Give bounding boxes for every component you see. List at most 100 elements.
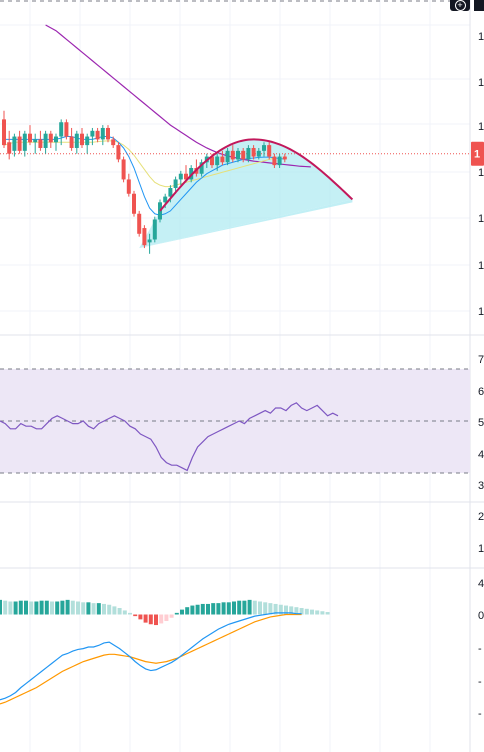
macd-histogram-bar	[91, 603, 96, 615]
candle-body	[100, 127, 105, 140]
macd-histogram-bar	[65, 599, 70, 615]
candle-body	[147, 239, 152, 243]
price-tick-label: 1	[478, 167, 484, 179]
candle-body	[241, 150, 246, 160]
ma-long-line	[45, 24, 311, 168]
macd-histogram-bar	[76, 601, 80, 615]
candle-body	[80, 133, 84, 146]
macd-histogram-bar	[164, 614, 169, 621]
macd-histogram-bar	[252, 600, 257, 615]
price-tick-label: 1	[478, 31, 484, 43]
macd-histogram-bar	[159, 614, 164, 624]
macd-histogram-bar	[96, 603, 101, 615]
macd-histogram-bar	[81, 602, 86, 615]
price-tick-label: 1	[478, 77, 484, 89]
candle-body	[267, 145, 272, 157]
macd-histogram-bar	[242, 600, 247, 615]
macd-histogram-bar	[195, 604, 200, 615]
plus-circle-icon: +	[454, 0, 466, 11]
macd-histogram-bar	[70, 600, 75, 615]
macd-histogram-bar	[268, 603, 273, 615]
candle-body	[17, 136, 22, 151]
macd-histogram-bar	[148, 614, 153, 625]
macd-histogram-bar	[278, 604, 283, 615]
macd-histogram-bar	[247, 599, 252, 615]
candle-body	[215, 156, 220, 166]
candle-body	[33, 139, 38, 143]
macd-histogram-bar	[128, 612, 132, 615]
macd-histogram-bar	[169, 614, 174, 618]
macd-line	[0, 612, 302, 701]
macd-histogram-bar	[3, 600, 8, 615]
price-tick-label: 1	[478, 260, 484, 272]
axis-tick-label: 1	[478, 543, 484, 555]
macd-histogram-bar	[284, 605, 288, 615]
rsi-line	[0, 402, 339, 472]
candle-body	[2, 119, 6, 146]
zoom-button[interactable]: +	[450, 0, 470, 11]
macd-histogram-bar	[117, 608, 122, 615]
candle-body	[22, 133, 27, 151]
rsi-tick-label: 7	[478, 354, 484, 366]
candle-body	[178, 173, 183, 180]
rsi-pane	[0, 368, 470, 474]
candle-body	[111, 139, 116, 146]
candle-body	[90, 130, 95, 137]
rsi-tick-label: 6	[478, 386, 484, 398]
macd-histogram-bar	[112, 606, 117, 615]
candle-body	[95, 130, 100, 140]
candle-body	[163, 196, 168, 203]
macd-histogram-bar	[185, 607, 190, 615]
macd-tick-label: -	[478, 676, 482, 688]
macd-tick-label: 0	[478, 610, 484, 622]
macd-histogram-bar	[320, 611, 325, 615]
candle-body	[210, 156, 214, 166]
candle-body	[64, 122, 69, 137]
macd-histogram-bar	[289, 606, 294, 615]
macd-histogram-bar	[107, 604, 112, 615]
candle-body	[137, 213, 142, 234]
macd-histogram-bar	[143, 614, 148, 623]
price-axis[interactable]: 1 1 1 1 1 1 1 7 6 5 4 3 2 1 4 0 - - - 1	[471, 31, 484, 720]
macd-histogram-bar	[190, 605, 195, 615]
macd-histogram-bar	[18, 600, 23, 615]
candle-body	[152, 219, 157, 240]
macd-histogram-bar	[304, 608, 309, 615]
macd-histogram-bar	[315, 610, 320, 615]
macd-histogram-bar	[8, 601, 13, 615]
macd-histogram-bar	[299, 608, 304, 615]
candle-body	[106, 127, 110, 140]
candle-body	[236, 150, 240, 160]
macd-histogram-bar	[294, 607, 299, 615]
candle-body	[54, 136, 58, 143]
macd-histogram-bar	[133, 614, 138, 617]
candle-body	[256, 150, 261, 157]
candle-body	[225, 150, 230, 163]
arc-pattern	[159, 138, 354, 212]
macd-histogram-bar	[138, 614, 143, 620]
macd-histogram-bar	[232, 601, 236, 615]
menu-button[interactable]	[474, 0, 484, 11]
rsi-tick-label: 4	[478, 449, 484, 461]
candle-body	[74, 133, 79, 148]
macd-tick-label: -	[478, 643, 482, 655]
macd-histogram-bar	[273, 603, 278, 615]
macd-histogram-bar	[211, 603, 216, 615]
candle-body	[262, 145, 266, 151]
price-tick-label: 1	[478, 213, 484, 225]
macd-histogram-bar	[221, 602, 226, 615]
macd-tick-label: -	[478, 708, 482, 720]
macd-histogram-bar	[60, 600, 65, 615]
macd-histogram-bar	[325, 612, 330, 615]
macd-histogram-bar	[24, 600, 28, 615]
candle-body	[230, 150, 235, 160]
macd-histogram-bar	[258, 601, 262, 615]
candle-body	[69, 136, 74, 148]
candle-body	[168, 188, 173, 197]
rsi-tick-label: 5	[478, 417, 484, 429]
macd-histogram-bar	[0, 599, 2, 615]
macd-histogram-bar	[310, 609, 314, 615]
macd-pane	[0, 599, 330, 705]
macd-histogram-bar	[55, 601, 60, 615]
